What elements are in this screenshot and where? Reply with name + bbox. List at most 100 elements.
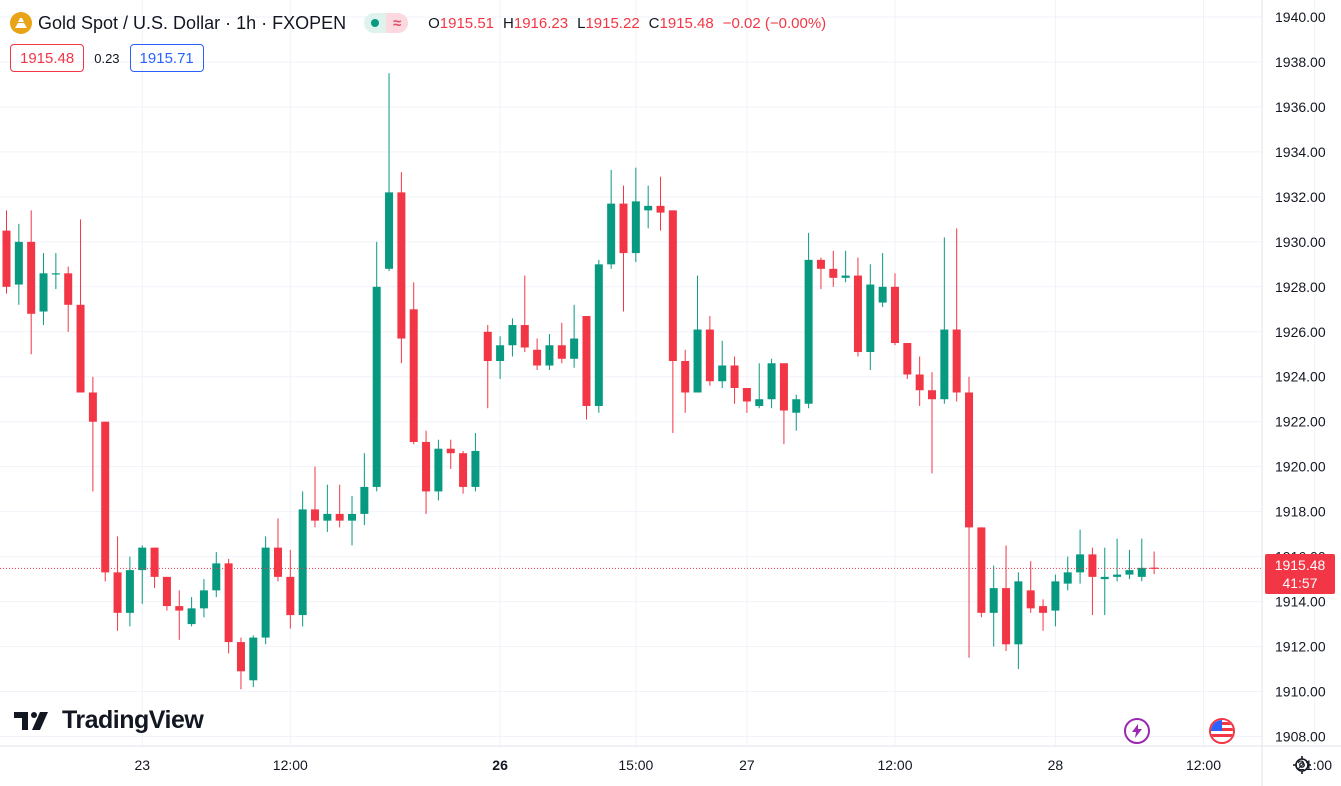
candle bbox=[434, 439, 443, 501]
candle bbox=[483, 325, 492, 409]
candle bbox=[607, 169, 616, 269]
time-axis[interactable]: 23 12:00 26 15:00 27 12:00 28 12:00 21:00 bbox=[134, 757, 1332, 773]
candle bbox=[150, 547, 159, 589]
lightning-icon[interactable] bbox=[1124, 718, 1150, 744]
candle bbox=[39, 253, 48, 326]
high-label: H bbox=[503, 14, 514, 32]
candle bbox=[841, 250, 850, 283]
candle-body bbox=[520, 325, 529, 348]
candle bbox=[668, 210, 677, 433]
candle-body bbox=[409, 309, 418, 442]
approx-icon: ≈ bbox=[386, 13, 409, 33]
candle-body bbox=[607, 203, 616, 265]
candle bbox=[582, 316, 591, 420]
candle-body bbox=[236, 642, 245, 672]
candle-body bbox=[755, 399, 764, 406]
candle-body bbox=[619, 203, 628, 254]
candle bbox=[236, 637, 245, 690]
candle bbox=[51, 253, 60, 290]
candle-body bbox=[1063, 572, 1072, 584]
sell-button[interactable]: 1915.48 bbox=[10, 44, 85, 72]
us-flag-icon[interactable] bbox=[1209, 718, 1235, 744]
candle-body bbox=[940, 329, 949, 400]
candle bbox=[64, 266, 73, 332]
candle bbox=[335, 484, 344, 528]
price-tick-label: 1934.00 bbox=[1275, 144, 1326, 160]
candle bbox=[422, 430, 431, 514]
candle-body bbox=[249, 637, 258, 681]
candle bbox=[1002, 545, 1011, 652]
close-label: C bbox=[648, 14, 660, 32]
candle-body bbox=[187, 608, 196, 625]
candle bbox=[224, 558, 233, 654]
candle-body bbox=[76, 304, 85, 393]
candle bbox=[718, 340, 727, 388]
candle-body bbox=[915, 374, 924, 391]
candle bbox=[298, 491, 307, 627]
buy-button[interactable]: 1915.71 bbox=[129, 44, 204, 72]
candle bbox=[162, 576, 171, 611]
candle-body bbox=[866, 284, 875, 353]
candle-body bbox=[397, 192, 406, 339]
candle bbox=[816, 257, 825, 290]
candle-body bbox=[545, 345, 554, 366]
candle bbox=[903, 343, 912, 379]
status-pill[interactable]: ≈ bbox=[364, 13, 409, 33]
candle-body bbox=[2, 230, 11, 287]
candle bbox=[1150, 551, 1159, 575]
candle-body bbox=[705, 329, 714, 382]
candle bbox=[656, 176, 665, 231]
price-axis[interactable]: 1908.001910.001912.001914.001916.001918.… bbox=[1275, 9, 1326, 745]
candle-body bbox=[656, 205, 665, 213]
candle bbox=[286, 549, 295, 629]
current-price-value: 1915.48 bbox=[1274, 557, 1326, 573]
candle-body bbox=[693, 329, 702, 393]
candle bbox=[730, 356, 739, 404]
candle-body bbox=[224, 563, 233, 643]
candle bbox=[125, 556, 134, 627]
candle bbox=[348, 495, 357, 546]
candle bbox=[273, 518, 282, 582]
candle-body bbox=[841, 275, 850, 278]
time-tick-label: 27 bbox=[739, 757, 755, 773]
candle bbox=[977, 527, 986, 618]
candle-body bbox=[1125, 570, 1134, 575]
candle-body bbox=[878, 286, 887, 303]
candle-body bbox=[212, 563, 221, 591]
candle bbox=[594, 259, 603, 413]
open-value: 1915.51 bbox=[439, 14, 495, 32]
candle bbox=[619, 185, 628, 312]
tradingview-logo[interactable]: TradingView bbox=[14, 706, 204, 735]
candle bbox=[705, 316, 714, 386]
candle-body bbox=[496, 345, 505, 362]
candle bbox=[767, 358, 776, 409]
candle bbox=[360, 453, 369, 526]
settings-icon[interactable] bbox=[1292, 755, 1312, 775]
price-tick-label: 1920.00 bbox=[1275, 459, 1326, 475]
candle bbox=[1125, 549, 1134, 580]
candle bbox=[804, 232, 813, 409]
price-tick-label: 1924.00 bbox=[1275, 369, 1326, 385]
candle-body bbox=[434, 448, 443, 492]
candle-body bbox=[1026, 590, 1035, 609]
change-value: −0.02 (−0.00%) bbox=[722, 14, 827, 32]
time-tick-label: 26 bbox=[492, 757, 508, 773]
candle bbox=[446, 439, 455, 469]
candle-body bbox=[890, 286, 899, 344]
candle-body bbox=[1051, 581, 1060, 611]
symbol-title[interactable]: Gold Spot / U.S. Dollar · 1h · FXOPEN bbox=[38, 12, 347, 33]
candle-body bbox=[385, 192, 394, 269]
candle bbox=[311, 466, 319, 528]
candle bbox=[187, 597, 196, 627]
candle-body bbox=[767, 363, 776, 400]
candle-body bbox=[804, 259, 813, 404]
candle bbox=[557, 322, 566, 364]
candle bbox=[508, 318, 517, 357]
ohlc-legend: O1915.51 H1916.23 L1915.22 C1915.48 −0.02 (−… bbox=[428, 15, 835, 32]
bid-ask-panel: 1915.48 0.23 1915.71 bbox=[10, 44, 204, 72]
candle bbox=[459, 450, 468, 494]
candle-body bbox=[779, 363, 788, 411]
candle bbox=[1014, 572, 1023, 670]
candle-body bbox=[138, 547, 147, 571]
